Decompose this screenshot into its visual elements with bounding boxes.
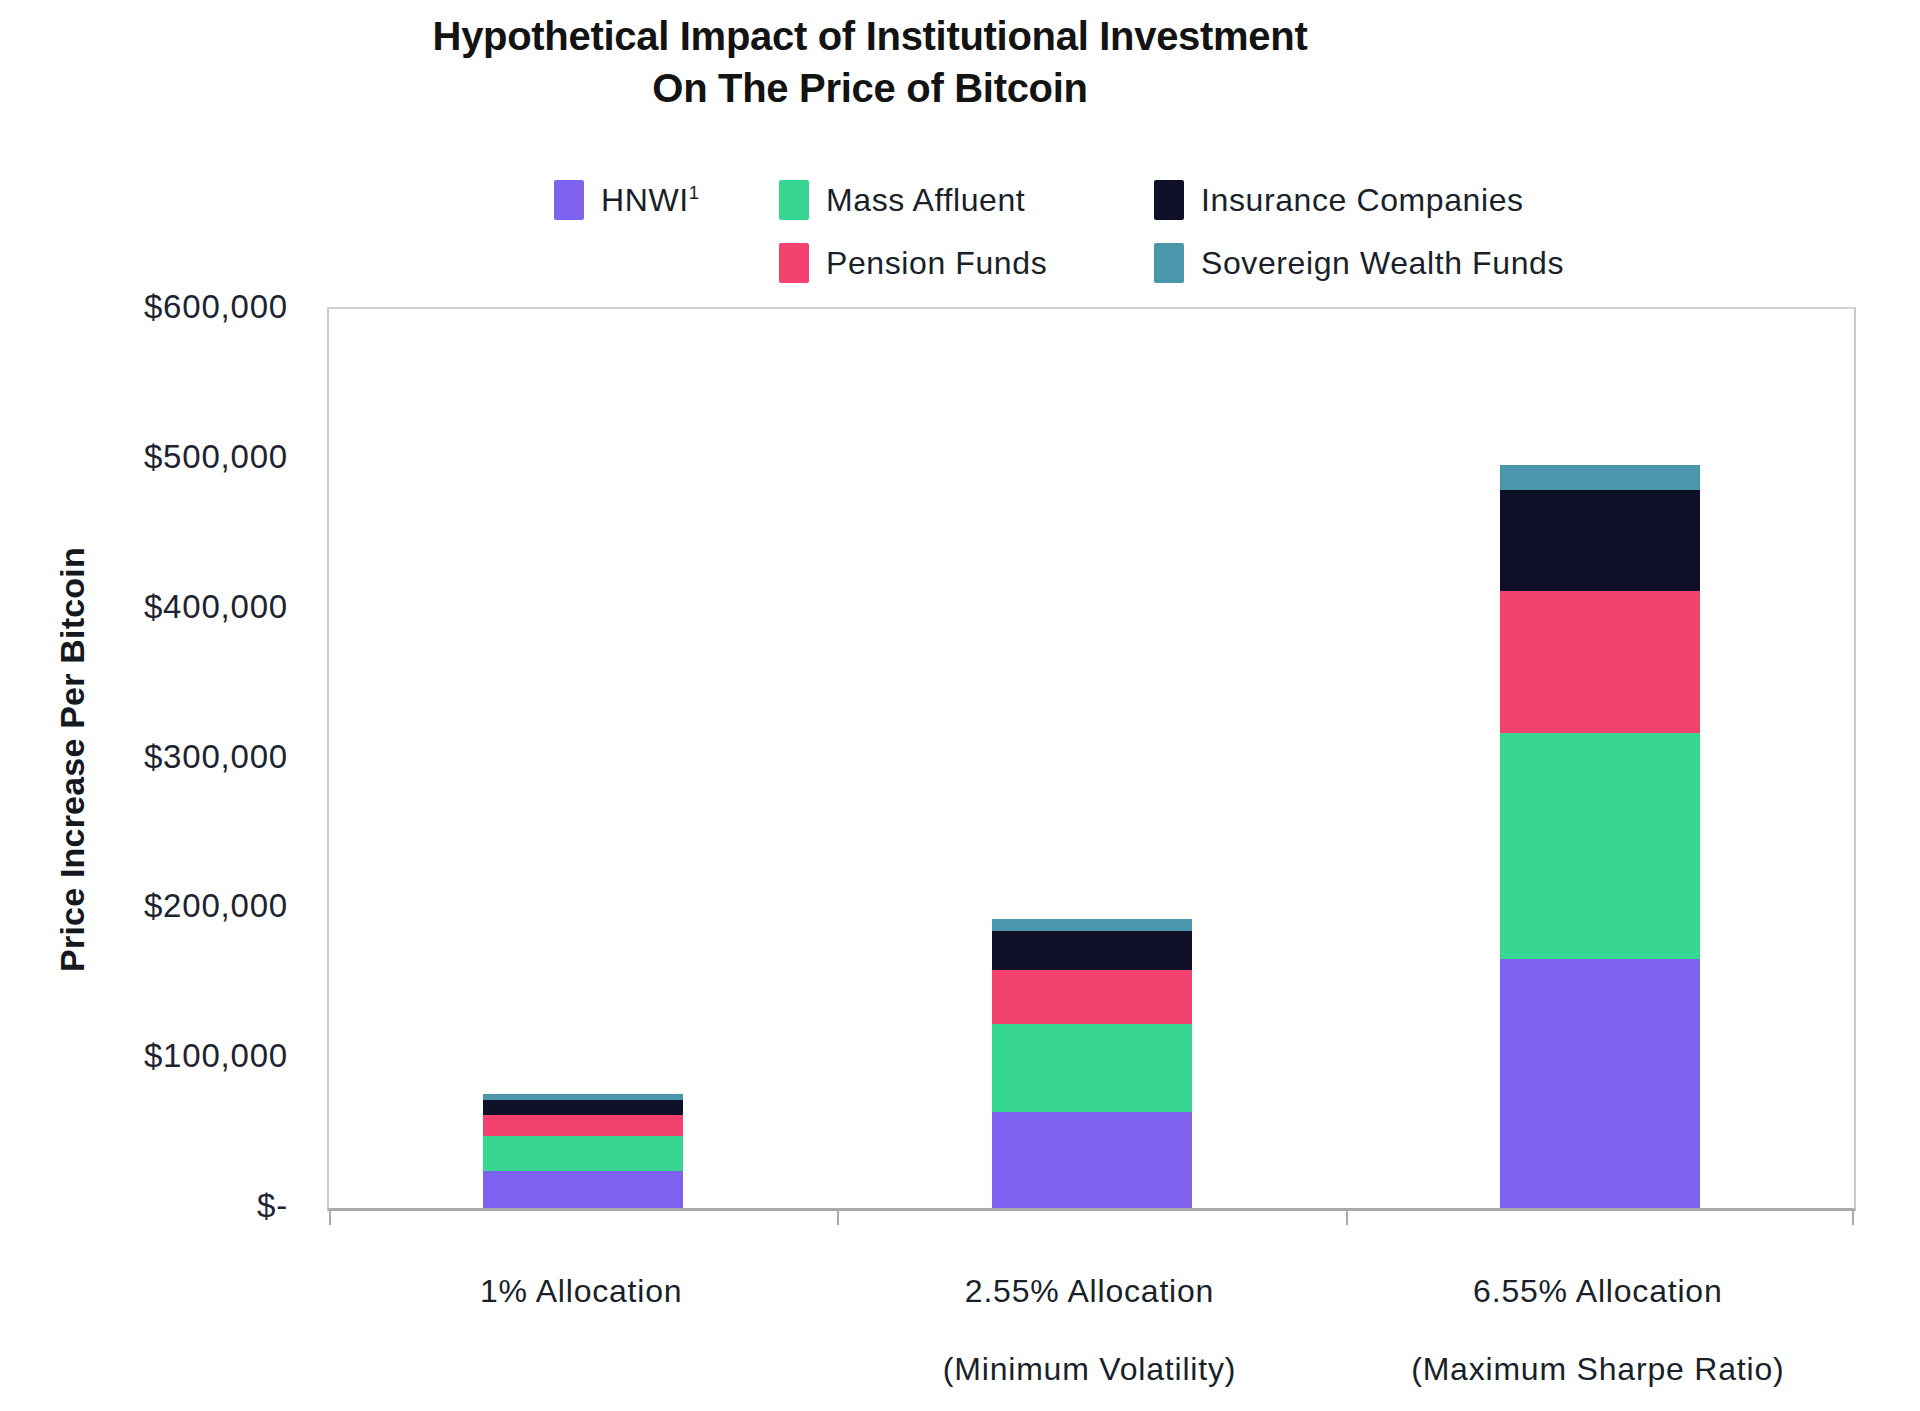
- bar-segment-sovereign-wealth-funds: [1500, 465, 1700, 491]
- bar-segment-hnwi: [992, 1112, 1192, 1208]
- x-axis-tick: [837, 1208, 839, 1225]
- bar-segment-mass-affluent: [992, 1024, 1192, 1112]
- y-tick-label-1: $100,000: [58, 1037, 288, 1075]
- x-axis-tick: [1852, 1208, 1854, 1225]
- chart-title-line2: On The Price of Bitcoin: [0, 62, 1740, 114]
- chart-title-line1: Hypothetical Impact of Institutional Inv…: [0, 10, 1740, 62]
- legend-label-sovereign-wealth-funds: Sovereign Wealth Funds: [1201, 245, 1564, 282]
- bar-segment-pension-funds: [483, 1115, 683, 1136]
- bar-2-55-allocation: [992, 919, 1192, 1208]
- x-axis-tick: [1346, 1208, 1348, 1225]
- legend-item-insurance-companies: Insurance Companies: [1154, 178, 1524, 222]
- bar-segment-hnwi: [483, 1171, 683, 1209]
- x-category-label-3: 6.55% Allocation: [1288, 1272, 1908, 1310]
- bar-6-55-allocation: [1500, 465, 1700, 1208]
- bar-segment-hnwi: [1500, 959, 1700, 1208]
- legend-item-pension-funds: Pension Funds: [779, 241, 1047, 285]
- legend-label-pension-funds: Pension Funds: [826, 245, 1047, 282]
- legend-swatch-mass-affluent: [779, 180, 809, 220]
- y-tick-label-0: $-: [58, 1187, 288, 1225]
- legend-swatch-pension-funds: [779, 243, 809, 283]
- bar-segment-sovereign-wealth-funds: [992, 919, 1192, 931]
- plot-area: [327, 307, 1856, 1211]
- y-tick-label-6: $600,000: [58, 288, 288, 326]
- bar-1-allocation: [483, 1094, 683, 1208]
- legend-swatch-sovereign-wealth-funds: [1154, 243, 1184, 283]
- legend-item-hnwi: HNWI1: [554, 178, 700, 222]
- bar-segment-pension-funds: [992, 970, 1192, 1024]
- legend-item-sovereign-wealth-funds: Sovereign Wealth Funds: [1154, 241, 1564, 285]
- bar-segment-insurance-companies: [483, 1100, 683, 1115]
- legend-swatch-hnwi: [554, 180, 584, 220]
- bar-segment-mass-affluent: [1500, 733, 1700, 959]
- chart-title: Hypothetical Impact of Institutional Inv…: [0, 10, 1740, 114]
- legend-swatch-insurance-companies: [1154, 180, 1184, 220]
- legend-item-mass-affluent: Mass Affluent: [779, 178, 1025, 222]
- bar-segment-insurance-companies: [1500, 490, 1700, 590]
- legend-footnote-marker: 1: [689, 182, 700, 203]
- y-tick-label-3: $300,000: [58, 738, 288, 776]
- y-tick-label-4: $400,000: [58, 588, 288, 626]
- legend-label-hnwi: HNWI1: [601, 182, 700, 219]
- bar-segment-pension-funds: [1500, 591, 1700, 733]
- y-tick-label-2: $200,000: [58, 887, 288, 925]
- bar-segment-mass-affluent: [483, 1136, 683, 1171]
- x-category-sublabel-3: (Maximum Sharpe Ratio): [1288, 1350, 1908, 1388]
- legend-label-mass-affluent: Mass Affluent: [826, 182, 1025, 219]
- y-tick-label-5: $500,000: [58, 438, 288, 476]
- legend-label-insurance-companies: Insurance Companies: [1201, 182, 1524, 219]
- bar-segment-insurance-companies: [992, 931, 1192, 970]
- x-axis-tick: [329, 1208, 331, 1225]
